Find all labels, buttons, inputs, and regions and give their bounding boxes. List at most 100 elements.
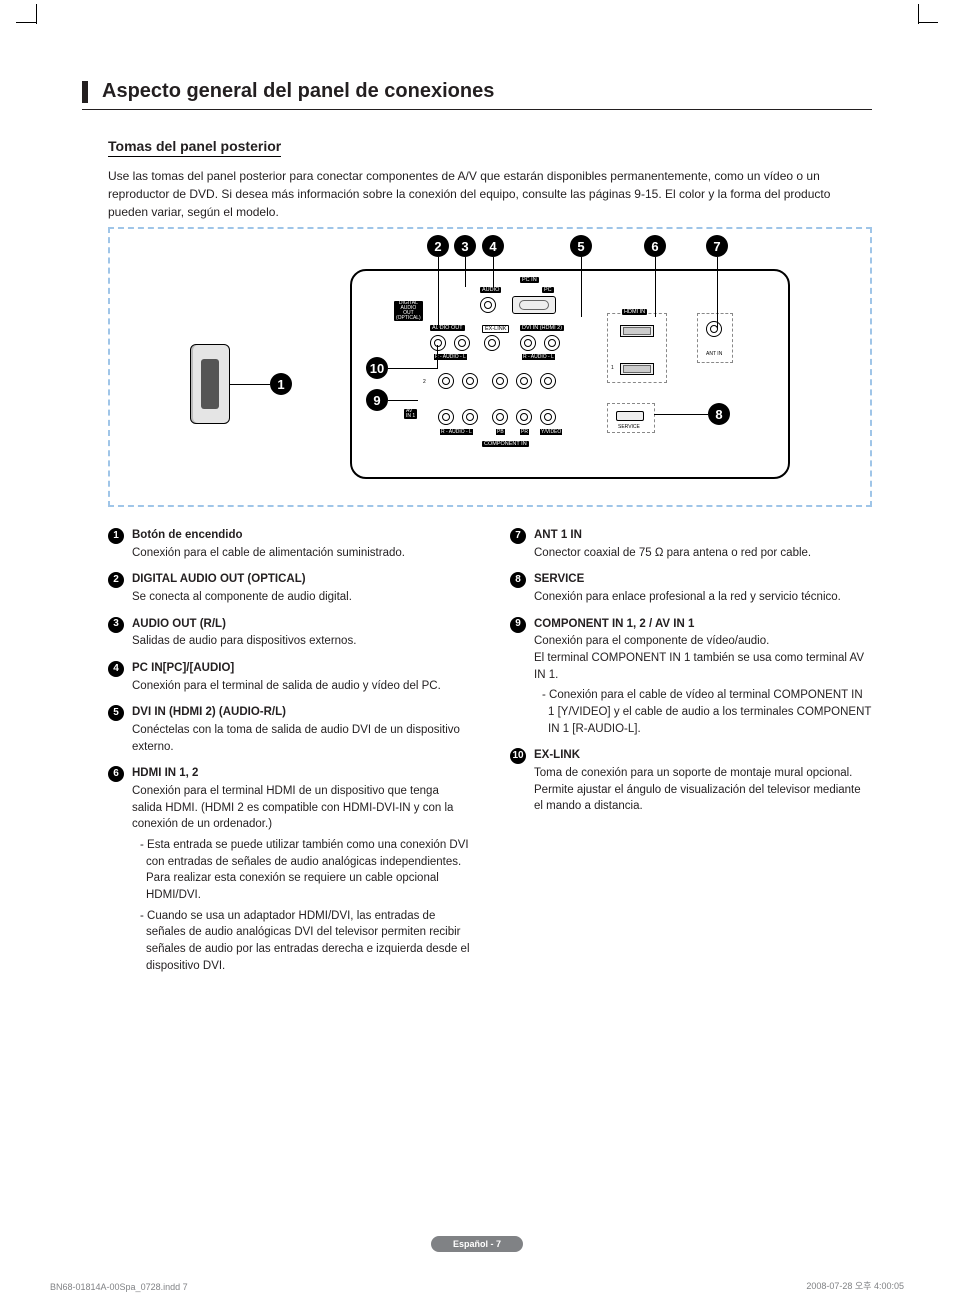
item-body: SERVICEConexión para enlace profesional … — [534, 571, 872, 605]
item-sub: - Conexión para el cable de vídeo al ter… — [542, 687, 872, 737]
item-number: 2 — [108, 572, 124, 588]
item-title: PC IN[PC]/[AUDIO] — [132, 660, 470, 677]
description-item: 1 Botón de encendidoConexión para el cabl… — [108, 527, 470, 561]
label-audio: AUDIO — [480, 287, 501, 293]
callout-5: 5 — [570, 235, 592, 257]
label-dvi-in: DVI IN (HDMI 2) — [520, 325, 564, 331]
port-comp2-r — [438, 373, 454, 389]
item-text: Conexión para el terminal HDMI de un dis… — [132, 783, 470, 833]
item-number: 10 — [510, 748, 526, 764]
subheading: Tomas del panel posterior — [108, 138, 281, 157]
item-body: EX-LINKToma de conexión para un soporte … — [534, 747, 872, 815]
item-title: HDMI IN 1, 2 — [132, 765, 470, 782]
page-content: Aspecto general del panel de conexiones … — [82, 80, 872, 984]
port-pc-audio — [480, 297, 496, 313]
item-body: DVI IN (HDMI 2) (AUDIO-R/L)Conéctelas co… — [132, 704, 470, 755]
description-item: 6 HDMI IN 1, 2Conexión para el terminal H… — [108, 765, 470, 974]
power-panel — [190, 344, 230, 424]
label-pb: PB — [496, 429, 505, 435]
description-item: 7ANT 1 INConector coaxial de 75 Ω para a… — [510, 527, 872, 561]
section-body: Tomas del panel posterior Use las tomas … — [108, 138, 872, 984]
item-title: AUDIO OUT (R/L) — [132, 616, 470, 633]
item-number: 9 — [510, 617, 526, 633]
rear-panel: PC IN AUDIO PC DIGITAL AUDIO OUT (OPTICA… — [350, 269, 790, 479]
item-title: SERVICE — [534, 571, 872, 588]
callout-line — [388, 400, 418, 401]
item-title: ANT 1 IN — [534, 527, 872, 544]
port-comp2-pb — [492, 373, 508, 389]
callout-line — [654, 414, 708, 415]
callout-line — [438, 257, 439, 331]
port-comp2-pr — [516, 373, 532, 389]
footer-timestamp: 2008-07-28 오후 4:00:05 — [806, 1279, 904, 1292]
port-vga — [512, 296, 556, 314]
port-hdmi-2 — [620, 325, 654, 337]
port-comp1-y — [540, 409, 556, 425]
port-comp1-l — [462, 409, 478, 425]
title-accent-bar — [82, 81, 88, 103]
callout-6: 6 — [644, 235, 666, 257]
callout-line — [717, 257, 718, 329]
callout-line — [388, 368, 438, 369]
label-av-in: AV IN 1 — [404, 409, 417, 419]
item-number: 5 — [108, 705, 124, 721]
section-title-row: Aspecto general del panel de conexiones — [82, 80, 872, 110]
item-text: Conéctelas con la toma de salida de audi… — [132, 722, 470, 755]
item-text: Toma de conexión para un soporte de mont… — [534, 765, 872, 815]
item-body: DIGITAL AUDIO OUT (OPTICAL)Se conecta al… — [132, 571, 470, 605]
item-text: Conexión para el componente de vídeo/aud… — [534, 633, 872, 683]
item-text: Conexión para enlace profesional a la re… — [534, 589, 872, 606]
item-number: 3 — [108, 617, 124, 633]
item-body: HDMI IN 1, 2Conexión para el terminal HD… — [132, 765, 470, 974]
callout-4: 4 — [482, 235, 504, 257]
callout-line — [230, 384, 270, 385]
port-comp1-r — [438, 409, 454, 425]
description-item: 8SERVICEConexión para enlace profesional… — [510, 571, 872, 605]
page-title: Aspecto general del panel de conexiones — [102, 80, 494, 103]
item-number: 1 — [108, 528, 124, 544]
label-pr: PR — [520, 429, 529, 435]
item-text: Se conecta al componente de audio digita… — [132, 589, 470, 606]
description-item: 4PC IN[PC]/[AUDIO]Conexión para el termi… — [108, 660, 470, 694]
label-r-audio-l-top: R - AUDIO - L — [434, 354, 467, 360]
description-item: 3 AUDIO OUT (R/L)Salidas de audio para di… — [108, 616, 470, 650]
port-ant-in — [706, 321, 722, 337]
item-body: COMPONENT IN 1, 2 / AV IN 1Conexión para… — [534, 616, 872, 738]
item-title: Botón de encendido — [132, 527, 470, 544]
item-number: 4 — [108, 661, 124, 677]
callout-line — [465, 257, 466, 287]
item-number: 6 — [108, 766, 124, 782]
label-yvideo: Y/VIDEO — [540, 429, 562, 435]
callout-2: 2 — [427, 235, 449, 257]
callout-10: 10 — [366, 357, 388, 379]
item-text: Conector coaxial de 75 Ω para antena o r… — [534, 545, 872, 562]
footer-page-pill: Español - 7 — [431, 1236, 523, 1252]
description-columns: 1 Botón de encendidoConexión para el cabl… — [108, 527, 872, 984]
footer-file-info: BN68-01814A-00Spa_0728.indd 7 — [50, 1282, 188, 1292]
label-r-audio-l-dvi: R - AUDIO - L — [522, 354, 555, 360]
label-hdmi-in: HDMI IN — [622, 309, 647, 315]
item-body: Botón de encendidoConexión para el cable… — [132, 527, 470, 561]
label-r-audio-l-bot: R - AUDIO - L — [440, 429, 473, 435]
description-item: 2 DIGITAL AUDIO OUT (OPTICAL)Se conecta a… — [108, 571, 470, 605]
port-comp2-y — [540, 373, 556, 389]
port-audio-out-r — [454, 335, 470, 351]
port-dvi-audio-r — [520, 335, 536, 351]
label-row2: 2 — [422, 379, 427, 385]
label-pc-in: PC IN — [520, 277, 539, 283]
item-sub: - Cuando se usa un adaptador HDMI/DVI, l… — [140, 908, 470, 975]
label-ex-link: EX-LINK — [482, 325, 509, 333]
item-title: COMPONENT IN 1, 2 / AV IN 1 — [534, 616, 872, 633]
item-title: DVI IN (HDMI 2) (AUDIO-R/L) — [132, 704, 470, 721]
description-item: 9 COMPONENT IN 1, 2 / AV IN 1Conexión par… — [510, 616, 872, 738]
label-hdmi-1: 1 — [610, 365, 615, 371]
callout-7: 7 — [706, 235, 728, 257]
item-title: EX-LINK — [534, 747, 872, 764]
port-comp1-pr — [516, 409, 532, 425]
callout-line — [437, 345, 438, 369]
label-component-in: COMPONENT IN — [482, 441, 529, 447]
item-body: AUDIO OUT (R/L)Salidas de audio para dis… — [132, 616, 470, 650]
callout-line — [655, 257, 656, 317]
item-title: DIGITAL AUDIO OUT (OPTICAL) — [132, 571, 470, 588]
callout-1: 1 — [270, 373, 292, 395]
